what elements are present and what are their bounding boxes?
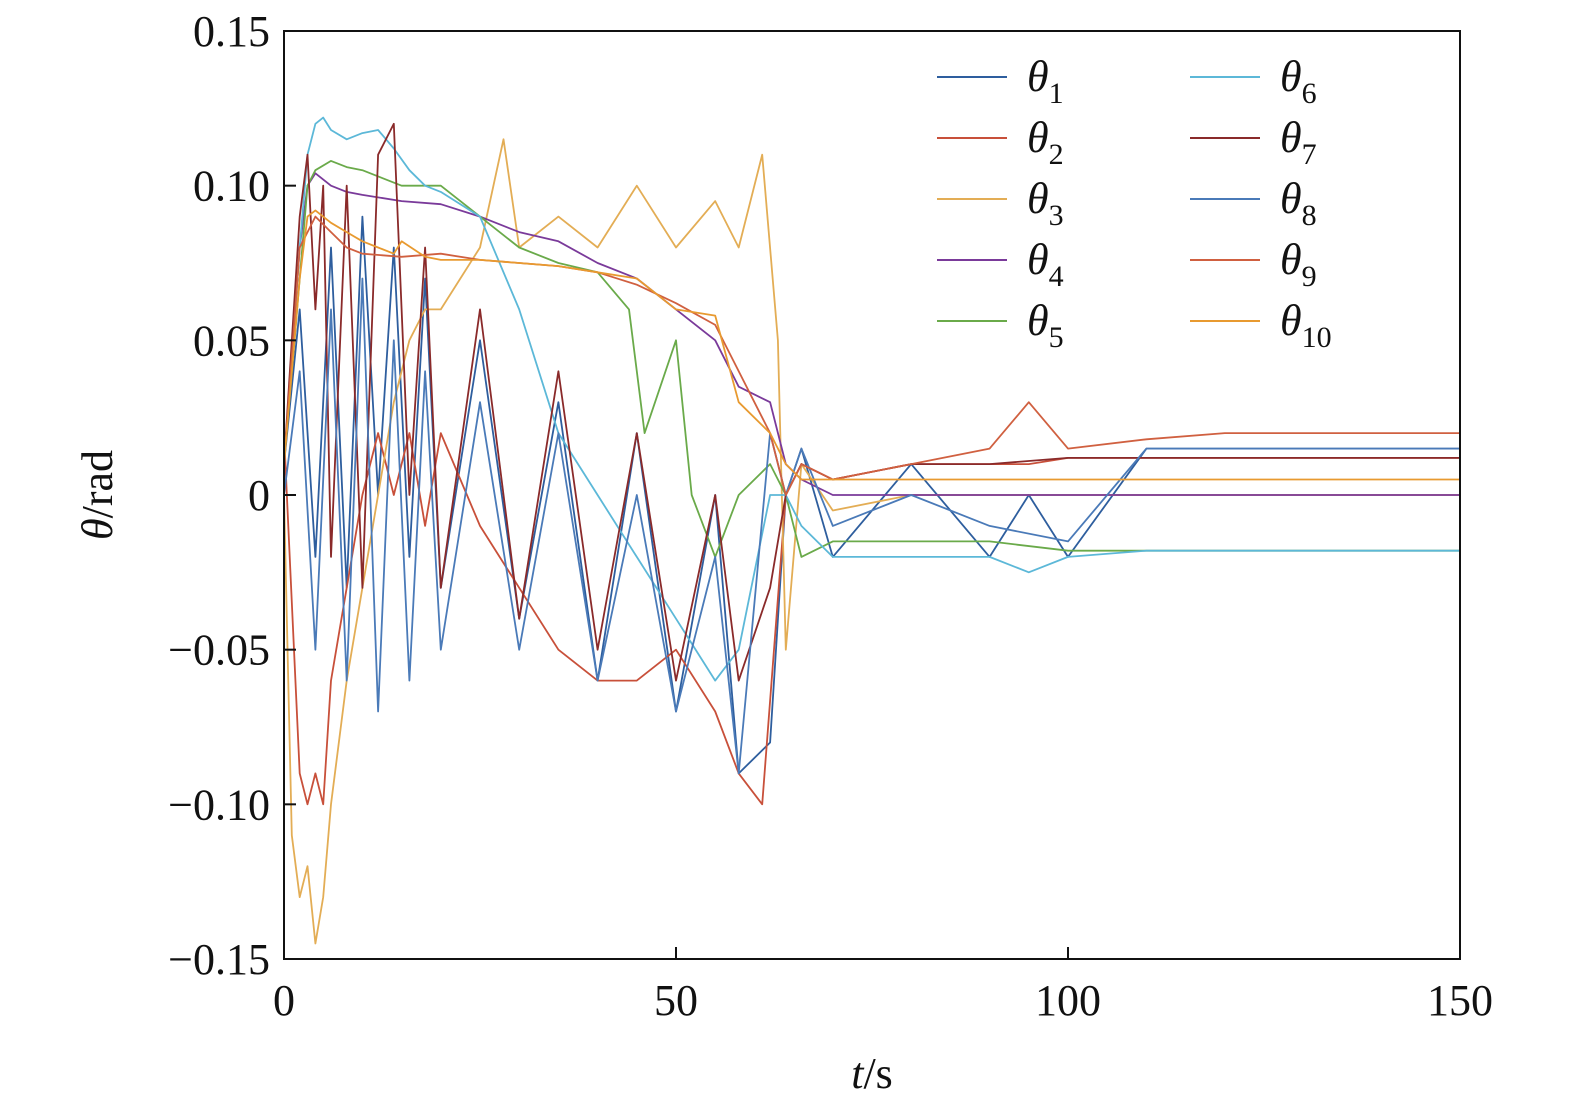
series-line-8	[283, 277, 1460, 775]
x-tick-label: 50	[654, 976, 698, 1025]
x-tick-label: 100	[1035, 976, 1101, 1025]
series-line-5	[283, 160, 1460, 558]
y-tick-label: −0.15	[168, 935, 270, 984]
legend-label-3: θ3	[1027, 174, 1064, 232]
legend-label-5: θ5	[1027, 296, 1064, 354]
legend-label-6: θ6	[1280, 52, 1317, 110]
legend-label-8: θ8	[1280, 174, 1317, 232]
legend-label-7: θ7	[1280, 113, 1317, 171]
y-axis-label-unit: /rad	[73, 450, 122, 518]
series-line-6	[283, 116, 1460, 682]
series-line-10	[283, 209, 1460, 481]
legend-label-2: θ2	[1027, 113, 1064, 171]
x-axis-label: t/s	[851, 1049, 893, 1098]
series-layer	[283, 116, 1460, 945]
x-tick-label: 0	[273, 976, 295, 1025]
y-tick-label: −0.05	[168, 626, 270, 675]
series-line-1	[283, 215, 1460, 775]
y-axis-label-var: θ	[73, 518, 122, 540]
legend-label-1: θ1	[1027, 52, 1064, 110]
y-tick-label: −0.10	[168, 780, 270, 829]
series-line-9	[283, 215, 1460, 496]
x-axis-label-unit: /s	[863, 1049, 892, 1098]
legend-label-4: θ4	[1027, 235, 1064, 293]
legend-label-9: θ9	[1280, 235, 1317, 293]
y-tick-label: 0.10	[193, 162, 270, 211]
y-axis-label: θ/rad	[73, 450, 122, 540]
ticks-layer: 0 50 100 150 −0.15 −0.10 −0.05 0 0.05 0.10 0.15	[168, 7, 1493, 1025]
y-tick-label: 0.15	[193, 7, 270, 56]
series-line-2	[283, 432, 1460, 806]
y-tick-label: 0	[248, 471, 270, 520]
legend-label-10: θ10	[1280, 296, 1332, 354]
y-tick-label: 0.05	[193, 316, 270, 365]
x-axis-label-var: t	[851, 1049, 865, 1098]
x-tick-label: 150	[1427, 976, 1493, 1025]
